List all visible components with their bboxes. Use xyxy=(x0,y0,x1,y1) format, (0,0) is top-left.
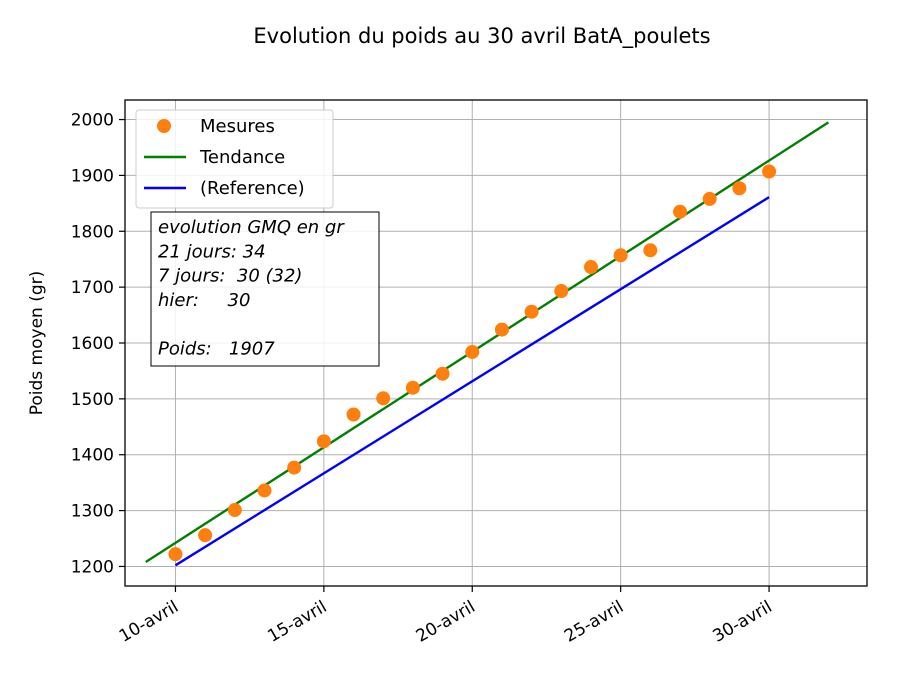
data-point xyxy=(494,322,509,337)
series-layer xyxy=(145,121,830,567)
y-tick-label: 2000 xyxy=(71,111,114,131)
data-point xyxy=(435,366,450,381)
annotation-line: hier: 30 xyxy=(158,290,250,311)
legend: Mesures Tendance (Reference) xyxy=(135,109,334,209)
y-tick-label: 1200 xyxy=(71,557,114,577)
chart-title: Evolution du poids au 30 avril BatA_poul… xyxy=(253,24,711,48)
data-point xyxy=(673,204,688,219)
series-line-reference xyxy=(174,196,770,567)
y-tick-label: 1700 xyxy=(71,278,114,298)
y-tick-label: 1400 xyxy=(71,446,114,466)
data-point xyxy=(257,483,272,498)
annotation-frame xyxy=(150,211,380,367)
data-point xyxy=(198,528,213,543)
data-point xyxy=(702,191,717,206)
data-point xyxy=(732,181,747,196)
y-tick-label: 1600 xyxy=(71,334,114,354)
data-point xyxy=(316,434,331,449)
data-point xyxy=(465,344,480,359)
legend-label: Mesures xyxy=(200,116,275,137)
x-tick-label: 30-avril xyxy=(710,597,776,647)
data-point xyxy=(405,380,420,395)
legend-label: (Reference) xyxy=(200,178,305,199)
annotation-line: Poids: 1907 xyxy=(158,339,275,360)
y-tick-label: 1500 xyxy=(71,390,114,410)
annotation-box: evolution GMQ en gr 21 jours: 34 7 jours: … xyxy=(150,211,380,367)
y-tick-label: 1900 xyxy=(71,166,114,186)
legend-marker xyxy=(157,119,171,133)
data-point xyxy=(376,391,391,406)
y-tick-label: 1300 xyxy=(71,502,114,522)
x-tick-label: 10-avril xyxy=(116,597,182,647)
data-point xyxy=(554,284,569,299)
x-tick-label: 20-avril xyxy=(413,597,479,647)
y-tick-label: 1800 xyxy=(71,222,114,242)
data-point xyxy=(168,547,183,562)
data-point xyxy=(583,260,598,275)
annotation-line: 7 jours: 30 (32) xyxy=(158,266,302,287)
data-point xyxy=(613,248,628,263)
legend-frame xyxy=(135,109,334,209)
x-tick-label: 15-avril xyxy=(264,597,330,647)
data-point xyxy=(762,164,777,179)
annotation-line: 21 jours: 34 xyxy=(158,241,266,262)
data-point xyxy=(346,407,361,422)
data-point xyxy=(227,503,242,518)
y-axis-label: Poids moyen (gr) xyxy=(27,271,47,416)
legend-label: Tendance xyxy=(199,147,285,168)
annotation-line: evolution GMQ en gr xyxy=(158,217,345,238)
data-point xyxy=(524,304,539,319)
data-point xyxy=(287,460,302,475)
data-point xyxy=(643,243,658,258)
x-tick-label: 25-avril xyxy=(561,597,627,647)
